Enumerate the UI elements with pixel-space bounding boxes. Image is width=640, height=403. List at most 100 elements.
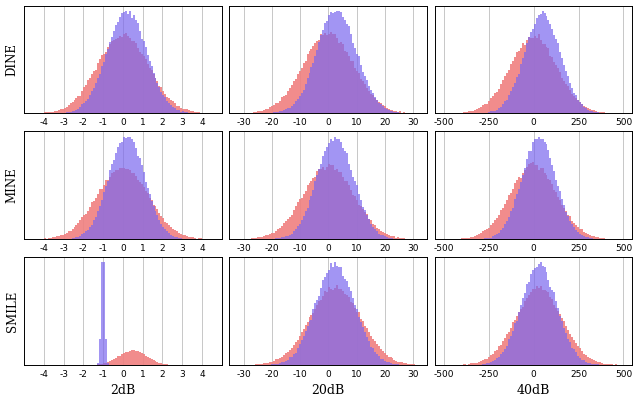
Bar (360, 322, 362, 365)
Bar (76, 110, 77, 113)
Bar (413, 364, 415, 365)
Bar (563, 81, 565, 113)
Bar (344, 181, 346, 239)
Bar (520, 64, 522, 113)
Bar (150, 201, 152, 239)
Bar (307, 326, 308, 365)
Bar (319, 296, 321, 365)
Bar (557, 197, 559, 239)
Bar (506, 200, 508, 239)
Bar (52, 237, 54, 239)
Bar (366, 337, 368, 365)
Bar (385, 234, 388, 239)
Bar (99, 339, 101, 365)
Bar (338, 172, 340, 239)
Bar (362, 321, 364, 365)
Bar (508, 195, 510, 239)
Bar (567, 330, 569, 365)
Bar (559, 199, 561, 239)
Bar (314, 177, 316, 239)
Bar (328, 143, 330, 239)
Bar (573, 349, 575, 365)
Bar (467, 238, 468, 239)
Bar (380, 235, 381, 239)
Bar (356, 185, 358, 239)
Bar (472, 110, 474, 113)
Bar (536, 18, 538, 113)
Bar (385, 355, 388, 365)
Bar (93, 88, 95, 113)
Bar (283, 237, 285, 239)
Bar (581, 360, 583, 365)
Bar (358, 312, 360, 365)
Bar (299, 96, 301, 113)
Bar (252, 238, 253, 239)
Bar (63, 112, 66, 113)
Bar (285, 220, 287, 239)
Bar (556, 181, 557, 239)
Bar (374, 352, 376, 365)
Bar (396, 364, 397, 365)
Bar (121, 37, 123, 113)
Bar (334, 137, 336, 239)
Bar (338, 11, 340, 113)
Bar (323, 35, 324, 113)
Bar (585, 362, 587, 365)
Bar (346, 281, 348, 365)
Bar (90, 226, 92, 239)
Bar (301, 198, 303, 239)
Bar (150, 359, 152, 365)
Bar (131, 139, 132, 239)
Bar (148, 198, 150, 239)
Bar (376, 228, 378, 239)
Bar (328, 164, 330, 239)
Bar (135, 43, 137, 113)
Bar (261, 364, 263, 365)
Bar (581, 235, 583, 239)
Bar (279, 228, 281, 239)
Bar (532, 270, 534, 365)
Bar (354, 305, 356, 365)
Bar (344, 151, 346, 239)
Bar (147, 193, 148, 239)
Bar (287, 219, 289, 239)
Bar (480, 364, 483, 365)
Bar (97, 211, 99, 239)
Bar (522, 175, 524, 239)
Bar (575, 352, 577, 365)
Bar (342, 291, 344, 365)
Bar (141, 165, 143, 239)
Bar (105, 52, 107, 113)
Bar (326, 292, 328, 365)
Bar (352, 297, 354, 365)
Bar (105, 186, 107, 239)
Bar (283, 355, 285, 365)
Bar (593, 364, 595, 365)
Bar (321, 169, 323, 239)
Bar (281, 362, 283, 365)
Bar (530, 38, 532, 113)
Bar (132, 142, 135, 239)
Bar (115, 39, 117, 113)
Bar (323, 156, 324, 239)
Bar (123, 137, 125, 239)
Bar (496, 234, 498, 239)
Bar (316, 41, 319, 113)
Bar (87, 79, 90, 113)
Bar (585, 233, 587, 239)
Bar (289, 108, 291, 113)
Bar (518, 312, 520, 365)
Bar (368, 86, 370, 113)
Bar (559, 72, 561, 113)
Bar (396, 361, 397, 365)
Bar (279, 363, 281, 365)
Bar (66, 233, 68, 239)
Y-axis label: SMILE: SMILE (6, 291, 19, 332)
Bar (528, 151, 530, 239)
Bar (163, 95, 164, 113)
Bar (383, 236, 385, 239)
Bar (308, 73, 310, 113)
Bar (159, 220, 161, 239)
Bar (603, 112, 605, 113)
Bar (383, 108, 385, 113)
